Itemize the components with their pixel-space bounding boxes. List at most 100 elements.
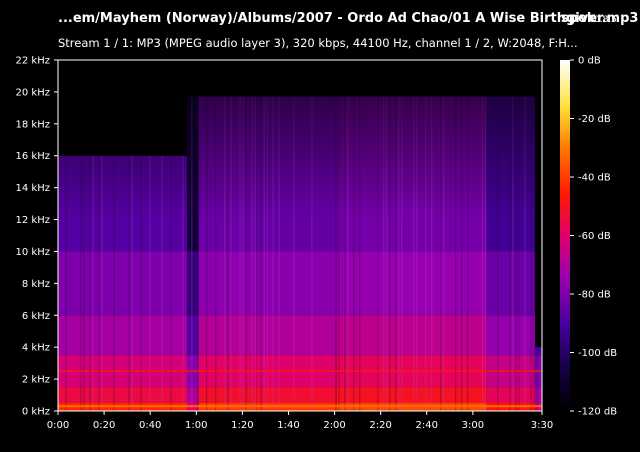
spectrum-texture-line — [251, 96, 253, 411]
spectrum-texture-line — [518, 96, 520, 411]
spectrum-texture-line — [533, 96, 535, 411]
spectrum-band — [198, 251, 257, 316]
spectrum-texture-line — [440, 96, 442, 411]
spectrum-texture-line — [293, 96, 295, 411]
color-bar-axis: 0 dB -20 dB -40 dB -60 dB -80 dB -100 dB -120 … — [570, 56, 617, 418]
spectrum-texture-line — [215, 96, 217, 411]
spectrum-texture-line — [377, 96, 379, 411]
y-tick-label: 20 kHz — [16, 87, 50, 98]
spectrum-texture-line — [344, 96, 346, 411]
spectrum-texture-line — [425, 96, 427, 411]
spectrum-texture-line — [224, 96, 226, 411]
spectrum-texture-line — [311, 96, 313, 411]
spectrum-texture-line — [263, 96, 265, 411]
spectrum-texture-line — [239, 96, 241, 411]
spectrum-texture-line — [131, 155, 133, 411]
app-version: 0.8.5 — [594, 15, 617, 25]
spectrum-band — [535, 347, 542, 356]
color-bar-label: -20 dB — [578, 114, 611, 125]
spectrum-band — [336, 387, 487, 404]
spectrum-band — [198, 315, 257, 356]
spectrum-texture-line — [467, 96, 469, 411]
app-name: spek — [561, 11, 596, 26]
x-tick-label: 3:30 — [531, 420, 553, 431]
spectrum-texture-line — [524, 96, 526, 411]
x-tick-label: 0:40 — [139, 420, 161, 431]
spectrum-texture-line — [335, 96, 337, 411]
spectrum-band — [256, 251, 337, 316]
x-tick-label: 2:20 — [369, 420, 391, 431]
spectrum-texture-line — [266, 96, 268, 411]
spectrum-texture-line — [140, 155, 142, 411]
spectrum-texture-line — [338, 96, 340, 411]
spectrum-band — [486, 251, 536, 316]
y-axis: 0 kHz 2 kHz 4 kHz 6 kHz 8 kHz 10 kHz 12 kHz 14 … — [16, 56, 58, 418]
y-tick-label: 4 kHz — [22, 343, 50, 354]
spectrum-texture-line — [182, 155, 184, 411]
x-axis: 0:00 0:20 0:40 1:00 1:20 1:40 2:00 2:20 2:40 3:00… — [47, 411, 553, 431]
color-bar-label: -80 dB — [578, 290, 611, 301]
spectrum-texture-line — [101, 155, 103, 411]
x-tick-label: 1:00 — [185, 420, 207, 431]
spectrum-texture-line — [413, 96, 415, 411]
x-tick-label: 1:40 — [277, 420, 299, 431]
spectrum-fade — [58, 96, 542, 220]
spectrum-texture-line — [242, 96, 244, 411]
spectrum-texture-line — [197, 96, 199, 411]
y-tick-label: 18 kHz — [16, 119, 50, 130]
spectrum-texture-line — [530, 96, 532, 411]
y-tick-label: 0 kHz — [22, 407, 50, 418]
spectrum-texture-line — [89, 155, 91, 411]
spectrum-texture-line — [509, 96, 511, 411]
spectrum-tone-line — [58, 370, 542, 373]
spectrum-band — [256, 387, 337, 404]
spectrum-band — [336, 315, 487, 356]
spectrum-texture-line — [389, 96, 391, 411]
y-tick-label: 2 kHz — [22, 375, 50, 386]
spectrum-texture-line — [170, 155, 172, 411]
spectrum-band — [58, 251, 188, 316]
spectrum-texture-line — [398, 96, 400, 411]
spectrum-texture-line — [149, 155, 151, 411]
spectrum-texture-line — [83, 155, 85, 411]
color-bar-label: -40 dB — [578, 173, 611, 184]
spectrum-texture-line — [98, 155, 100, 411]
spectrum-texture-line — [386, 96, 388, 411]
x-tick-label: 3:00 — [462, 420, 484, 431]
spectrum-band — [486, 315, 536, 356]
spectrum-texture-line — [278, 96, 280, 411]
spectrum-texture-line — [245, 96, 247, 411]
spectrogram-plot — [58, 60, 542, 411]
spectrum-texture-line — [416, 96, 418, 411]
spectrum-band — [58, 387, 188, 404]
color-bar-label: -100 dB — [578, 348, 617, 359]
spectrum-texture-line — [191, 96, 193, 411]
x-tick-label: 2:40 — [416, 420, 438, 431]
y-tick-label: 6 kHz — [22, 311, 50, 322]
spectrum-texture-line — [536, 347, 538, 411]
y-tick-label: 12 kHz — [16, 215, 50, 226]
color-bar-label: -60 dB — [578, 231, 611, 242]
spectrum-texture-line — [347, 96, 349, 411]
spectrum-band — [535, 387, 542, 404]
spectrum-texture-line — [359, 96, 361, 411]
spectrum-texture-line — [515, 96, 517, 411]
spectrum-texture-line — [443, 96, 445, 411]
spectrum-texture-line — [512, 96, 514, 411]
color-bar-label: -120 dB — [578, 407, 617, 418]
y-tick-label: 14 kHz — [16, 183, 50, 194]
spectrum-band — [336, 251, 487, 316]
x-tick-label: 1:20 — [231, 420, 253, 431]
spectrum-band — [256, 315, 337, 356]
spectrum-texture-line — [227, 96, 229, 411]
spectrum-band — [486, 387, 536, 404]
x-tick-label: 2:00 — [323, 420, 345, 431]
spectrum-texture-line — [485, 96, 487, 411]
spectrum-texture-line — [80, 155, 82, 411]
color-bar — [560, 60, 570, 411]
spectrum-texture-line — [65, 155, 67, 411]
spectrum-texture-line — [272, 96, 274, 411]
x-tick-label: 0:20 — [93, 420, 115, 431]
file-title: ...em/Mayhem (Norway)/Albums/2007 - Ordo… — [58, 11, 639, 26]
